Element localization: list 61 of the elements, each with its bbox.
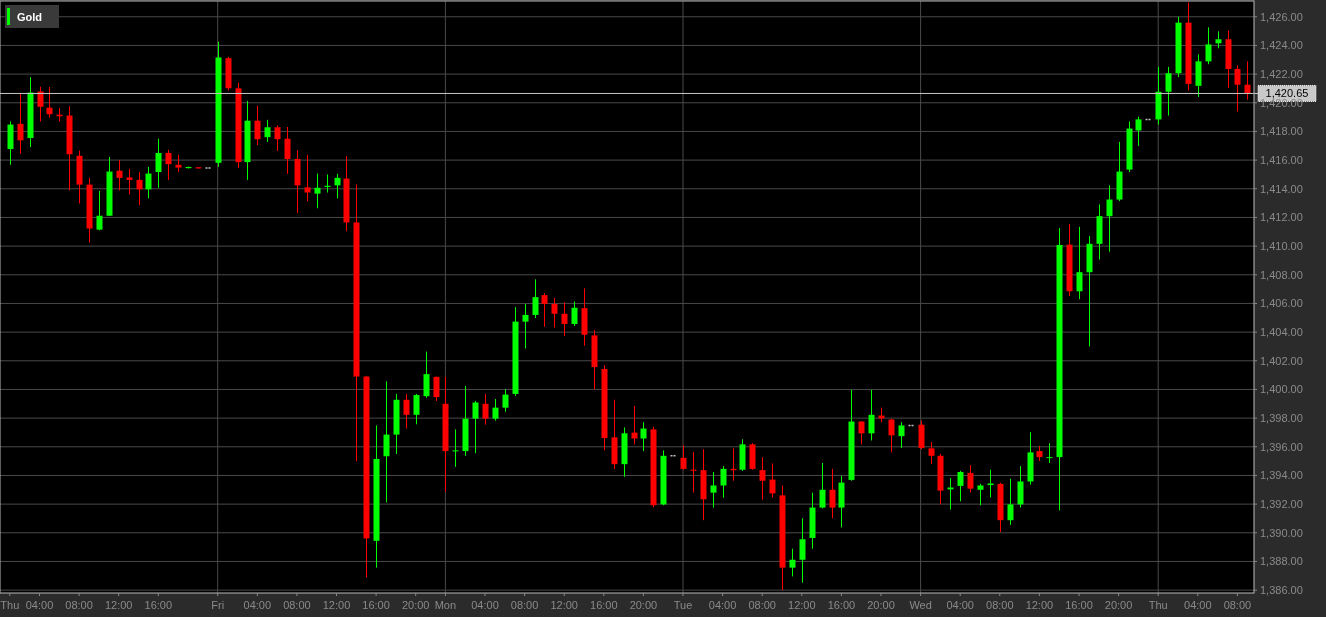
x-tick-label: 04:00 bbox=[946, 599, 974, 611]
x-tick-label: 12:00 bbox=[322, 599, 351, 611]
x-tick-label: 08:00 bbox=[283, 599, 311, 611]
y-tick-label: 1,392.00 bbox=[1260, 498, 1303, 511]
x-tick-label: 08:00 bbox=[510, 599, 539, 611]
x-tick-label: 08:00 bbox=[1223, 599, 1252, 611]
y-tick-label: 1,402.00 bbox=[1260, 354, 1303, 367]
candlestick bbox=[710, 471, 717, 509]
x-tick-label: 20:00 bbox=[401, 599, 430, 611]
x-tick-label: 20:00 bbox=[629, 599, 658, 611]
y-tick-label: 1,418.00 bbox=[1260, 125, 1303, 138]
x-tick-label: 16:00 bbox=[362, 599, 390, 611]
x-tick-label: 04:00 bbox=[243, 599, 272, 611]
candlestick bbox=[977, 483, 984, 506]
candlestick bbox=[304, 154, 311, 202]
x-tick-label: 08:00 bbox=[986, 599, 1014, 611]
x-tick-label: Thu bbox=[0, 599, 20, 611]
y-tick-label: 1,400.00 bbox=[1260, 383, 1303, 396]
x-tick-label: Mon bbox=[434, 599, 457, 611]
x-tick-label: 16:00 bbox=[590, 599, 618, 611]
x-tick-label: Thu bbox=[1148, 599, 1168, 611]
y-tick-label: 1,406.00 bbox=[1260, 297, 1303, 310]
y-tick-label: 1,424.00 bbox=[1260, 39, 1303, 52]
x-tick-label: 16:00 bbox=[144, 599, 173, 611]
candlestick bbox=[126, 168, 133, 196]
x-tick-label: 04:00 bbox=[708, 599, 737, 611]
x-tick-label: Wed bbox=[909, 599, 932, 611]
y-tick-label: 1,410.00 bbox=[1260, 240, 1303, 253]
y-tick-label: 1,404.00 bbox=[1260, 326, 1303, 339]
candlestick bbox=[987, 469, 994, 498]
candlestick bbox=[1144, 118, 1153, 121]
x-tick-label: 16:00 bbox=[1065, 599, 1093, 611]
x-tick-label: 08:00 bbox=[748, 599, 776, 611]
y-tick-label: 1,396.00 bbox=[1260, 440, 1303, 453]
x-tick-label: 04:00 bbox=[25, 599, 54, 611]
y-tick-label: 1,416.00 bbox=[1260, 154, 1303, 167]
y-tick-label: 1,426.00 bbox=[1260, 10, 1303, 23]
x-tick-label: 12:00 bbox=[550, 599, 578, 611]
y-tick-label: 1,386.00 bbox=[1260, 584, 1303, 597]
x-tick-label: 04:00 bbox=[1184, 599, 1212, 611]
x-tick-label: 20:00 bbox=[867, 599, 895, 611]
candlestick bbox=[175, 154, 182, 173]
y-tick-label: 1,394.00 bbox=[1260, 469, 1303, 482]
y-tick-label: 1,414.00 bbox=[1260, 182, 1303, 195]
x-tick-label: 16:00 bbox=[827, 599, 856, 611]
y-tick-label: 1,408.00 bbox=[1260, 268, 1303, 281]
x-tick-label: 12:00 bbox=[104, 599, 133, 611]
x-tick-label: 12:00 bbox=[1025, 599, 1054, 611]
x-tick-label: 08:00 bbox=[65, 599, 93, 611]
y-tick-label: 1,422.00 bbox=[1260, 68, 1303, 81]
y-tick-label: 1,388.00 bbox=[1260, 555, 1303, 568]
y-tick-label: 1,398.00 bbox=[1260, 412, 1303, 425]
x-tick-label: Tue bbox=[673, 599, 693, 611]
candlestick bbox=[907, 424, 916, 427]
y-tick-label: 1,390.00 bbox=[1260, 526, 1303, 539]
x-tick-label: 04:00 bbox=[471, 599, 499, 611]
x-tick-label: Fri bbox=[211, 599, 225, 611]
y-tick-label: 1,412.00 bbox=[1260, 211, 1303, 224]
legend-label: Gold bbox=[17, 11, 43, 23]
x-tick-label: 20:00 bbox=[1104, 599, 1133, 611]
x-tick-label: 12:00 bbox=[788, 599, 816, 611]
